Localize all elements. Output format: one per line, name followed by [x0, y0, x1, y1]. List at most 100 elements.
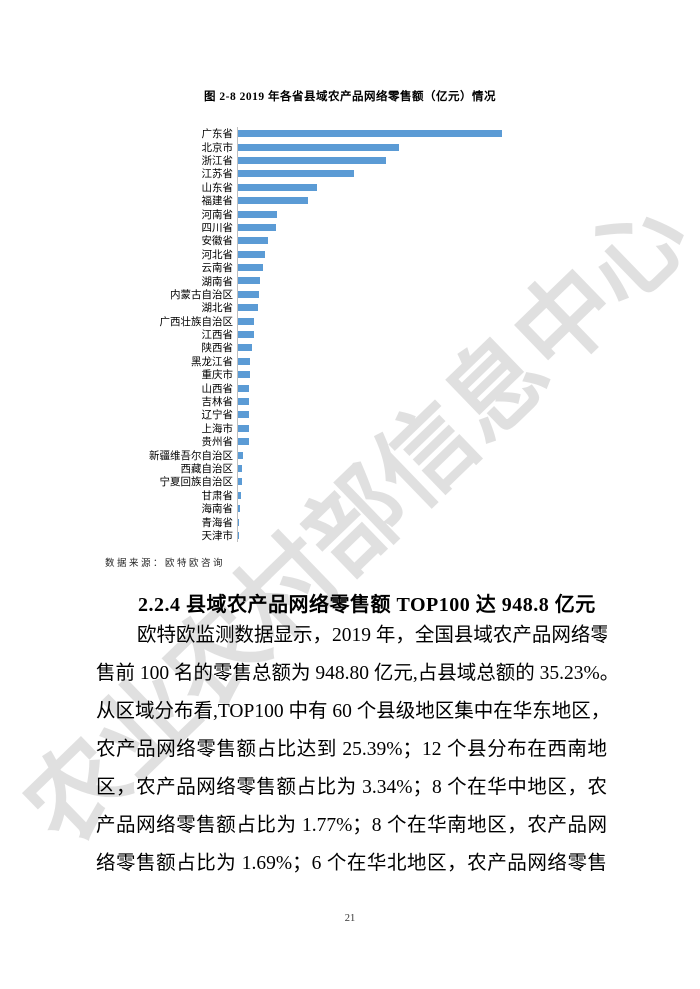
chart-bar-row: 天津市: [96, 528, 616, 543]
chart-bar-row: 西藏自治区: [96, 461, 616, 476]
bar-category-label: 安徽省: [201, 236, 234, 248]
bar: [238, 531, 239, 539]
figure-title: 图 2-8 2019 年各省县域农产品网络零售额（亿元）情况: [204, 91, 496, 103]
bar-cell: [237, 287, 616, 302]
bar-category-label: 重庆市: [201, 370, 234, 382]
bar: [238, 304, 259, 312]
bar-cell: [237, 461, 616, 476]
bar-category-label: 青海省: [201, 517, 234, 529]
bar-cell: [237, 341, 616, 355]
bar-category-label: 贵州省: [201, 437, 234, 449]
bar-cell: [237, 421, 616, 435]
bar: [238, 438, 249, 446]
bar: [238, 264, 263, 272]
chart-bar-row: 广东省: [96, 127, 616, 141]
bar-cell: [237, 167, 616, 181]
chart-bar-row: 上海市: [96, 421, 616, 435]
chart-bar-row: 甘肃省: [96, 488, 616, 502]
bar-category-label: 云南省: [201, 263, 234, 275]
bar: [238, 197, 308, 205]
paragraph-line: 售前 100 名的零售总额为 948.80 亿元,占县域总额的 35.23%。: [96, 663, 607, 684]
data-source-note: 数据来源：欧特欧咨询: [105, 559, 226, 569]
bar: [238, 384, 250, 392]
chart-bar-row: 河北省: [96, 247, 616, 261]
bar: [238, 344, 253, 352]
bar-category-label: 甘肃省: [201, 490, 234, 502]
bar-category-label: 新疆维吾尔自治区: [149, 450, 233, 462]
bar-category-label: 江西省: [201, 330, 234, 342]
bar-category-label: 河南省: [201, 209, 234, 221]
section-heading: 2.2.4 县域农产品网络零售额 TOP100 达 948.8 亿元: [138, 594, 596, 616]
bar-category-label: 宁夏回族自治区: [159, 477, 234, 489]
chart-bar-row: 云南省: [96, 260, 616, 275]
chart-bar-row: 山西省: [96, 381, 616, 395]
bar-cell: [237, 381, 616, 395]
bar-cell: [237, 394, 616, 409]
bar: [238, 398, 249, 405]
bar: [238, 491, 241, 499]
page-number: 21: [344, 913, 356, 924]
chart-bar-row: 湖南省: [96, 274, 616, 288]
bar: [238, 411, 249, 419]
bar: [238, 451, 244, 459]
chart-bar-row: 陕西省: [96, 341, 616, 355]
chart-bar-row: 北京市: [96, 140, 616, 154]
chart-bar-row: 宁夏回族自治区: [96, 475, 616, 489]
bar: [238, 143, 400, 151]
bar-cell: [237, 247, 616, 261]
bar-category-label: 浙江省: [201, 155, 234, 167]
chart-bar-row: 安徽省: [96, 234, 616, 248]
bar: [238, 223, 276, 231]
paragraph-line: 产品网络零售额占比为 1.77%；8 个在华南地区，农产品网: [96, 815, 607, 836]
bar-cell: [237, 475, 616, 489]
chart-bar-row: 贵州省: [96, 434, 616, 449]
bar-category-label: 山西省: [201, 383, 234, 395]
bar-cell: [237, 301, 616, 315]
bar-category-label: 海南省: [201, 504, 234, 516]
bar-category-label: 江苏省: [201, 169, 234, 181]
bar-category-label: 北京市: [201, 142, 234, 154]
bar-category-label: 山东省: [201, 182, 234, 194]
bar-cell: [237, 180, 616, 194]
bar-cell: [237, 327, 616, 342]
chart-bar-row: 浙江省: [96, 153, 616, 168]
paragraph-line: 从区域分布看,TOP100 中有 60 个县级地区集中在华东地区，: [96, 701, 607, 722]
paragraph-line: 区，农产品网络零售额占比为 3.34%；8 个在华中地区，农: [96, 777, 607, 798]
bar-category-label: 天津市: [201, 530, 234, 542]
bar: [238, 518, 240, 526]
bar-cell: [237, 354, 616, 369]
bar-category-label: 陕西省: [201, 343, 234, 355]
chart-bar-row: 青海省: [96, 515, 616, 529]
bar-cell: [237, 193, 616, 208]
bar: [238, 424, 249, 432]
bar-cell: [237, 220, 616, 235]
bar: [238, 210, 277, 218]
bar-cell: [237, 448, 616, 462]
bar: [238, 156, 386, 164]
bar: [238, 277, 261, 285]
bar-category-label: 吉林省: [201, 397, 234, 409]
bar-category-label: 湖南省: [201, 276, 234, 288]
bar-cell: [237, 408, 616, 422]
chart-bar-row: 吉林省: [96, 394, 616, 409]
paragraph-line: 欧特欧监测数据显示，2019 年，全国县域农产品网络零: [137, 625, 607, 646]
chart-bar-row: 辽宁省: [96, 408, 616, 422]
chart-rows: 广东省 北京市 浙江省 江苏省 山东省 福建省 河南省 四川省 安徽省 河北省 云南省 湖南省 内蒙古自…: [96, 127, 616, 543]
bar: [238, 183, 318, 191]
bar-category-label: 内蒙古自治区: [170, 289, 233, 301]
bar: [238, 170, 355, 178]
bar-cell: [237, 260, 616, 275]
bar-cell: [237, 234, 616, 248]
bar-cell: [237, 368, 616, 382]
bar: [238, 290, 260, 298]
chart-bar-row: 重庆市: [96, 368, 616, 382]
bar-cell: [237, 127, 616, 141]
bar-cell: [237, 207, 616, 221]
bar: [238, 237, 269, 245]
bar: [238, 371, 250, 379]
chart-bar-row: 广西壮族自治区: [96, 314, 616, 328]
bar-cell: [237, 434, 616, 449]
paragraph-line: 农产品网络零售额占比达到 25.39%；12 个县分布在西南地: [96, 739, 607, 760]
paragraph-line: 络零售额占比为 1.69%；6 个在华北地区，农产品网络零售: [96, 853, 607, 874]
